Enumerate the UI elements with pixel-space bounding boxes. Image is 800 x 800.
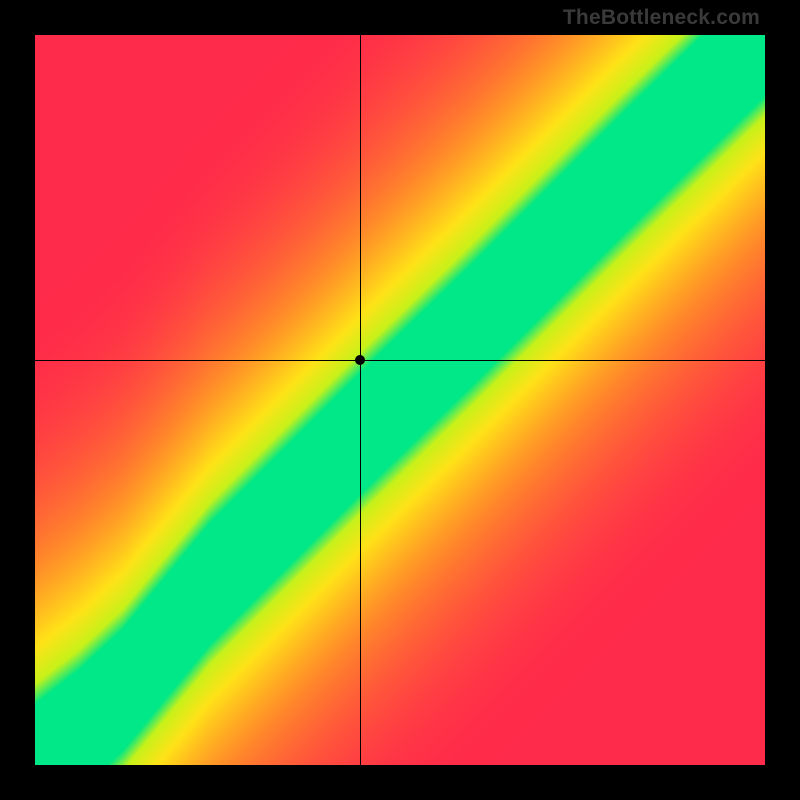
crosshair-vertical	[360, 35, 361, 765]
crosshair-horizontal	[35, 360, 765, 361]
chart-container: TheBottleneck.com	[0, 0, 800, 800]
plot-area	[35, 35, 765, 765]
marker-dot	[355, 355, 365, 365]
watermark-label: TheBottleneck.com	[563, 6, 760, 30]
heatmap-canvas	[35, 35, 765, 765]
